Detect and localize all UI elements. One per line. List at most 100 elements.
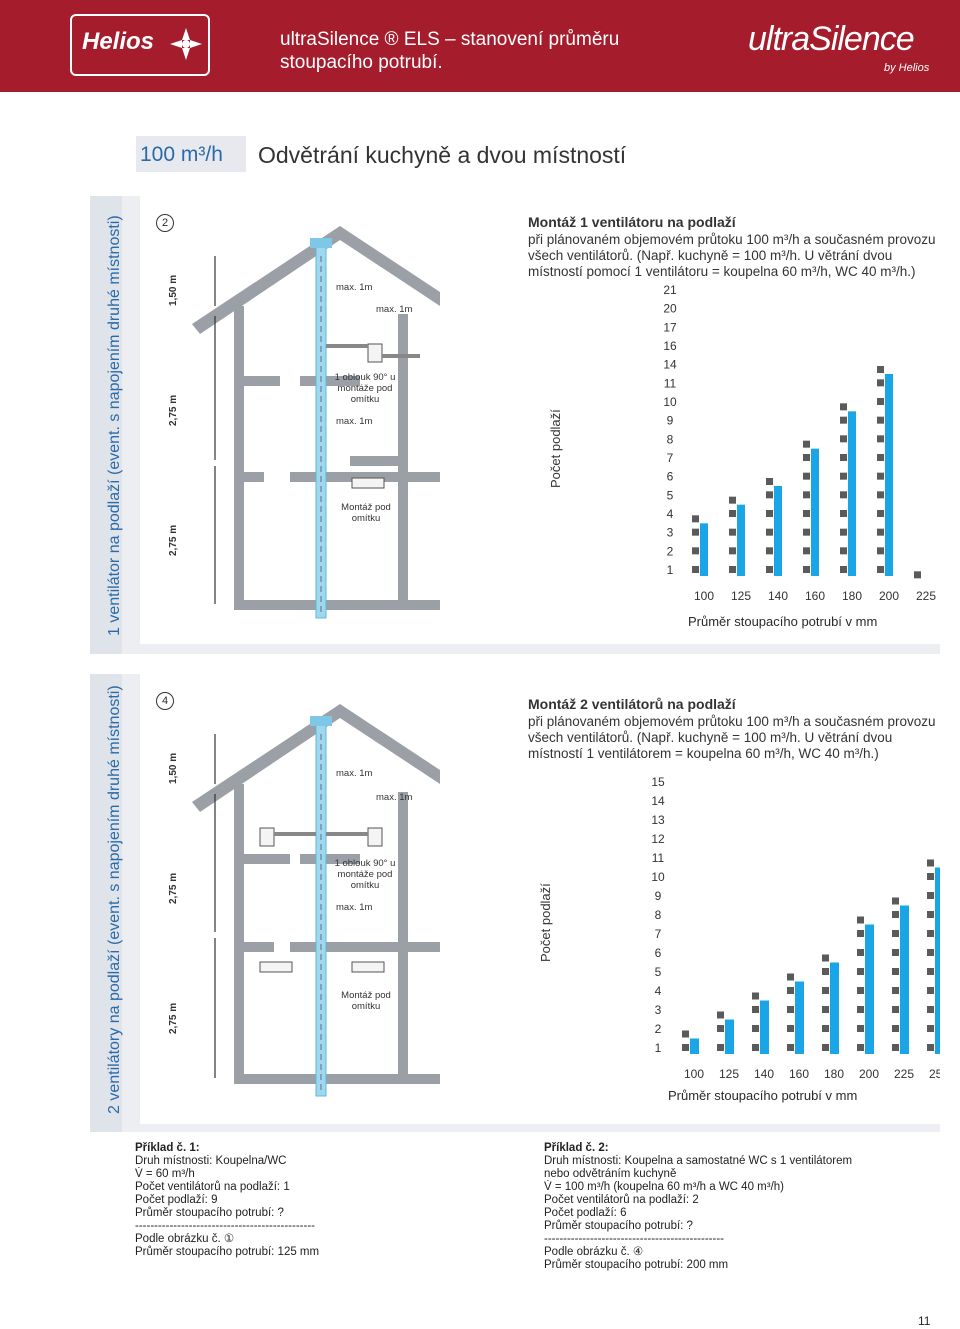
y-tick-label: 14	[663, 358, 677, 372]
flow-rate-box	[136, 136, 246, 172]
y-tick-label: 4	[667, 507, 674, 521]
fan-icon	[170, 28, 202, 60]
floor-marker	[840, 547, 847, 555]
panel-2-strip: 2 ventilátory na podlaží (event. s napoj…	[90, 674, 123, 1132]
floor-marker	[857, 968, 864, 975]
floor-marker	[927, 1044, 934, 1051]
y-tick-label: 14	[651, 794, 665, 808]
x-tick-label: 140	[768, 589, 788, 603]
top-marker	[914, 571, 921, 579]
dim-label: 2,75 m	[168, 872, 179, 904]
floor-marker	[927, 892, 934, 899]
floor-marker	[692, 566, 699, 573]
floor-marker	[927, 1006, 934, 1013]
example2-line: V̇ = 100 m³/h (koupelna 60 m³/h a WC 40 …	[544, 1181, 785, 1193]
floor-marker	[803, 472, 810, 480]
y-tick-label: 7	[655, 927, 662, 941]
bar-125	[737, 504, 745, 576]
y-tick-label: 16	[663, 339, 677, 353]
y-tick-label: 1	[667, 563, 674, 577]
top-marker	[803, 440, 810, 448]
x-tick-label: 160	[789, 1067, 809, 1081]
x-tick-label: 140	[754, 1067, 774, 1081]
top-marker	[927, 859, 934, 867]
x-tick-label: 225	[894, 1067, 914, 1081]
max-distance-label: max. 1m	[336, 768, 373, 779]
floor-marker	[892, 1025, 899, 1032]
floor-marker	[877, 398, 884, 405]
example1-line: Počet podlaží: 9	[135, 1194, 218, 1206]
floor-marker	[822, 1025, 829, 1032]
panel-1-strip-label: 1 ventilátor na podlaží (event. s napoje…	[106, 215, 123, 636]
bar-125	[725, 1019, 734, 1054]
example2-line: Podle obrázku č. ④	[544, 1246, 644, 1258]
top-marker	[682, 1030, 689, 1038]
floor-marker	[803, 528, 810, 536]
example2-line: Druh místnosti: Koupelna a samostatné WC…	[544, 1155, 853, 1167]
floor-marker	[822, 987, 829, 994]
dim-label: 2,75 m	[168, 524, 179, 556]
y-tick-label: 7	[667, 451, 674, 465]
example2-line: Počet podlaží: 6	[544, 1207, 627, 1219]
panel-2-heading: Montáž 2 ventilátorů na podlaží	[528, 696, 736, 712]
x-tick-label: 125	[731, 589, 751, 603]
floor-marker	[892, 1006, 899, 1013]
floor-marker	[752, 1006, 759, 1013]
y-tick-label: 11	[652, 851, 665, 865]
example-2-lines: Druh místnosti: Koupelna a samostatné WC…	[544, 1155, 924, 1272]
floor-marker	[840, 528, 847, 536]
building-diagram	[192, 226, 440, 619]
x-tick-label: 180	[824, 1067, 844, 1081]
y-tick-label: 21	[663, 283, 677, 297]
floor-marker	[857, 1044, 864, 1051]
flush-mount-label: Montáž pod omítku	[341, 990, 391, 1012]
max-distance-label: max. 1m	[336, 416, 373, 427]
top-marker	[877, 366, 884, 373]
y-tick-label: 4	[655, 984, 662, 998]
floor-marker	[766, 566, 773, 573]
floor-marker	[857, 1025, 864, 1032]
dim-label: 1,50 m	[168, 274, 179, 306]
floor-marker	[803, 454, 810, 461]
brand-by-helios: by Helios	[884, 62, 930, 74]
panel-1-content: 2 1,50 m 2	[140, 196, 940, 644]
y-tick-label: 8	[655, 908, 662, 922]
example-1: Příklad č. 1: Druh místnosti: Koupelna/W…	[135, 1142, 495, 1259]
floor-marker	[692, 547, 699, 555]
example2-line: Počet ventilátorů na podlaží: 2	[544, 1194, 699, 1206]
floor-marker	[692, 528, 699, 536]
floor-marker	[877, 528, 884, 536]
floor-marker	[717, 1025, 724, 1032]
y-tick-label: 10	[663, 395, 677, 409]
floor-marker	[840, 416, 847, 424]
top-marker	[840, 403, 847, 411]
top-marker	[892, 897, 899, 905]
dim-label: 1,50 m	[168, 752, 179, 784]
helios-logo: Helios	[70, 14, 210, 76]
x-tick-label: 180	[842, 589, 862, 603]
floor-marker	[857, 930, 864, 937]
bar-200	[865, 924, 874, 1054]
floor-marker	[927, 949, 934, 956]
max-distance-label: max. 1m	[336, 282, 373, 293]
floor-marker	[892, 911, 899, 918]
floor-marker	[892, 1044, 899, 1051]
section-title: Odvětrání kuchyně a dvou místností	[258, 142, 627, 168]
bar-160	[795, 981, 804, 1054]
example1-line: ----------------------------------------…	[135, 1220, 315, 1232]
dim-label: 2,75 m	[168, 1002, 179, 1034]
figure-number: 2	[156, 214, 174, 232]
floor-marker	[840, 454, 847, 461]
floor-marker	[877, 547, 884, 555]
floor-marker	[892, 987, 899, 994]
floor-marker	[803, 547, 810, 555]
y-tick-label: 9	[655, 889, 662, 903]
y-tick-label: 15	[651, 775, 665, 789]
floor-marker	[892, 930, 899, 937]
example2-line: Průměr stoupacího potrubí: 200 mm	[544, 1259, 729, 1271]
floor-marker	[682, 1044, 689, 1051]
floor-marker	[766, 528, 773, 536]
x-axis-label: Průměr stoupacího potrubí v mm	[668, 1088, 858, 1103]
example1-line: Průměr stoupacího potrubí: 125 mm	[135, 1246, 320, 1258]
